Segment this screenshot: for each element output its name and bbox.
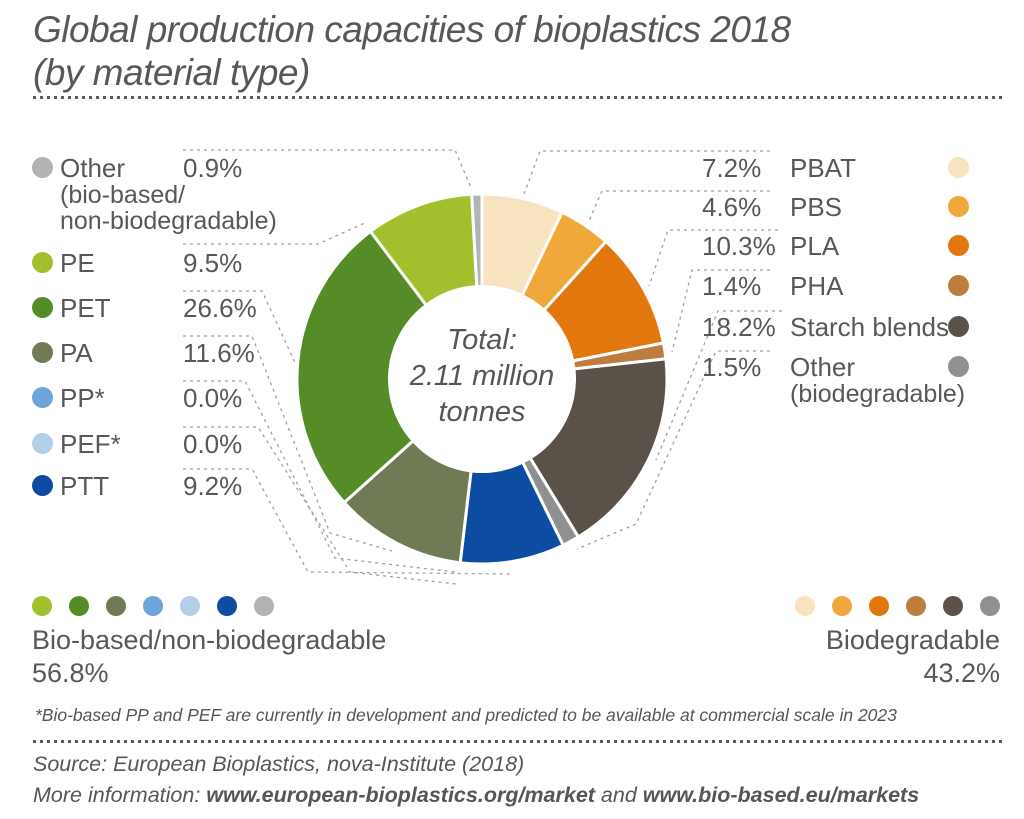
legend-sublabel-text: (bio-based/ (60, 181, 186, 209)
group-bio-based: Bio-based/non-biodegradable 56.8% (32, 596, 386, 690)
legend-sublabel-text: (biodegradable) (790, 380, 966, 408)
legend-dot-icon (948, 316, 969, 337)
legend-dot-icon (32, 433, 53, 454)
legend-label-text: Other (790, 352, 856, 382)
link-european-bioplastics: www.european-bioplastics.org/market (206, 783, 595, 807)
legend-label: PEF* (60, 431, 121, 458)
group-biodegradable-dots (795, 596, 1000, 616)
legend-label: PTT (60, 473, 109, 500)
footnote: *Bio-based PP and PEF are currently in d… (35, 705, 897, 725)
legend-label-text: PEF* (60, 429, 121, 459)
legend-label-text: PE (60, 248, 95, 278)
legend-label-text: PTT (60, 471, 110, 501)
legend-label-text: Starch blends (790, 312, 949, 342)
donut-center-label: Total: 2.11 million tonnes (352, 322, 612, 430)
group-dot-icon (906, 596, 926, 616)
legend-label-text: Other (60, 153, 126, 183)
legend-value: 1.4% (702, 271, 762, 301)
center-label-line-3: tonnes (438, 396, 526, 428)
group-dot-icon (980, 596, 1000, 616)
group-dot-icon (32, 596, 52, 616)
group-dot-icon (69, 596, 89, 616)
legend-dot-icon (32, 297, 53, 318)
group-bio-based-value: 56.8% (32, 658, 109, 688)
legend-dot-icon (948, 356, 969, 377)
legend-label-text: PHA (790, 271, 844, 301)
group-dot-icon (254, 596, 274, 616)
more-info-and: and (594, 783, 643, 807)
title-divider (33, 96, 1006, 99)
group-dot-icon (217, 596, 237, 616)
legend-value: 0.0% (183, 383, 243, 413)
legend-value: 9.2% (183, 471, 243, 501)
legend-label: Starch blends (790, 314, 949, 341)
legend-label: PLA (790, 233, 839, 260)
more-info-prefix: More information: (33, 783, 207, 807)
legend-label-text: PLA (790, 231, 840, 261)
source-line: Source: European Bioplastics, nova-Insti… (33, 752, 525, 776)
legend-dot-icon (32, 157, 53, 178)
legend-value: 7.2% (702, 153, 762, 183)
group-bio-based-dots (32, 596, 386, 616)
legend-label-text: PBAT (790, 153, 856, 183)
title-line-1: Global production capacities of bioplast… (33, 9, 791, 50)
legend-label-text: PBS (790, 192, 843, 222)
legend-dot-icon (32, 252, 53, 273)
group-dot-icon (795, 596, 815, 616)
link-bio-based: www.bio-based.eu/markets (642, 783, 920, 807)
page-title: Global production capacities of bioplast… (33, 8, 791, 94)
group-dot-icon (106, 596, 126, 616)
legend-dot-icon (32, 342, 53, 363)
legend-value: 10.3% (702, 231, 776, 261)
legend-label-text: PA (60, 338, 93, 368)
legend-dot-icon (948, 235, 969, 256)
group-biodegradable-value: 43.2% (923, 658, 1000, 688)
more-info-line: More information: www.european-bioplasti… (33, 783, 919, 808)
legend-value: 1.5% (702, 352, 762, 382)
legend-label: Other (bio-based/non-biodegradable) (60, 153, 277, 235)
group-dot-icon (943, 596, 963, 616)
legend-value: 4.6% (702, 192, 762, 222)
legend-value: 0.9% (183, 153, 243, 183)
group-biodegradable: Biodegradable 43.2% (795, 596, 1000, 690)
legend-value: 0.0% (183, 429, 243, 459)
legend-dot-icon (948, 275, 969, 296)
center-label-line-1: Total: (447, 324, 517, 356)
legend-label: PHA (790, 273, 843, 300)
group-dot-icon (869, 596, 889, 616)
legend-label: PA (60, 340, 93, 367)
legend-label: PE (60, 250, 95, 277)
legend-label: PBAT (790, 155, 856, 182)
footer-divider (33, 740, 1006, 743)
legend-dot-icon (948, 196, 969, 217)
group-dot-icon (832, 596, 852, 616)
title-line-2: (by material type) (33, 52, 310, 93)
legend-label-text: PP* (60, 383, 105, 413)
group-dot-icon (143, 596, 163, 616)
group-biodegradable-label: Biodegradable (825, 625, 1000, 655)
legend-value: 11.6% (183, 338, 255, 368)
legend-label: PP* (60, 385, 105, 412)
legend-value: 9.5% (183, 248, 243, 278)
legend-sublabel-text: non-biodegradable) (60, 207, 277, 235)
legend-dot-icon (948, 157, 969, 178)
legend-label: PET (60, 295, 111, 322)
legend-value: 18.2% (702, 312, 776, 342)
legend-dot-icon (32, 475, 53, 496)
legend-label: Other (biodegradable) (790, 352, 966, 408)
legend-label-text: PET (60, 293, 111, 323)
group-bio-based-label: Bio-based/non-biodegradable (32, 625, 387, 655)
legend-label: PBS (790, 194, 842, 221)
group-dot-icon (180, 596, 200, 616)
legend-dot-icon (32, 387, 53, 408)
center-label-line-2: 2.11 million (409, 360, 555, 392)
legend-value: 26.6% (183, 293, 257, 323)
